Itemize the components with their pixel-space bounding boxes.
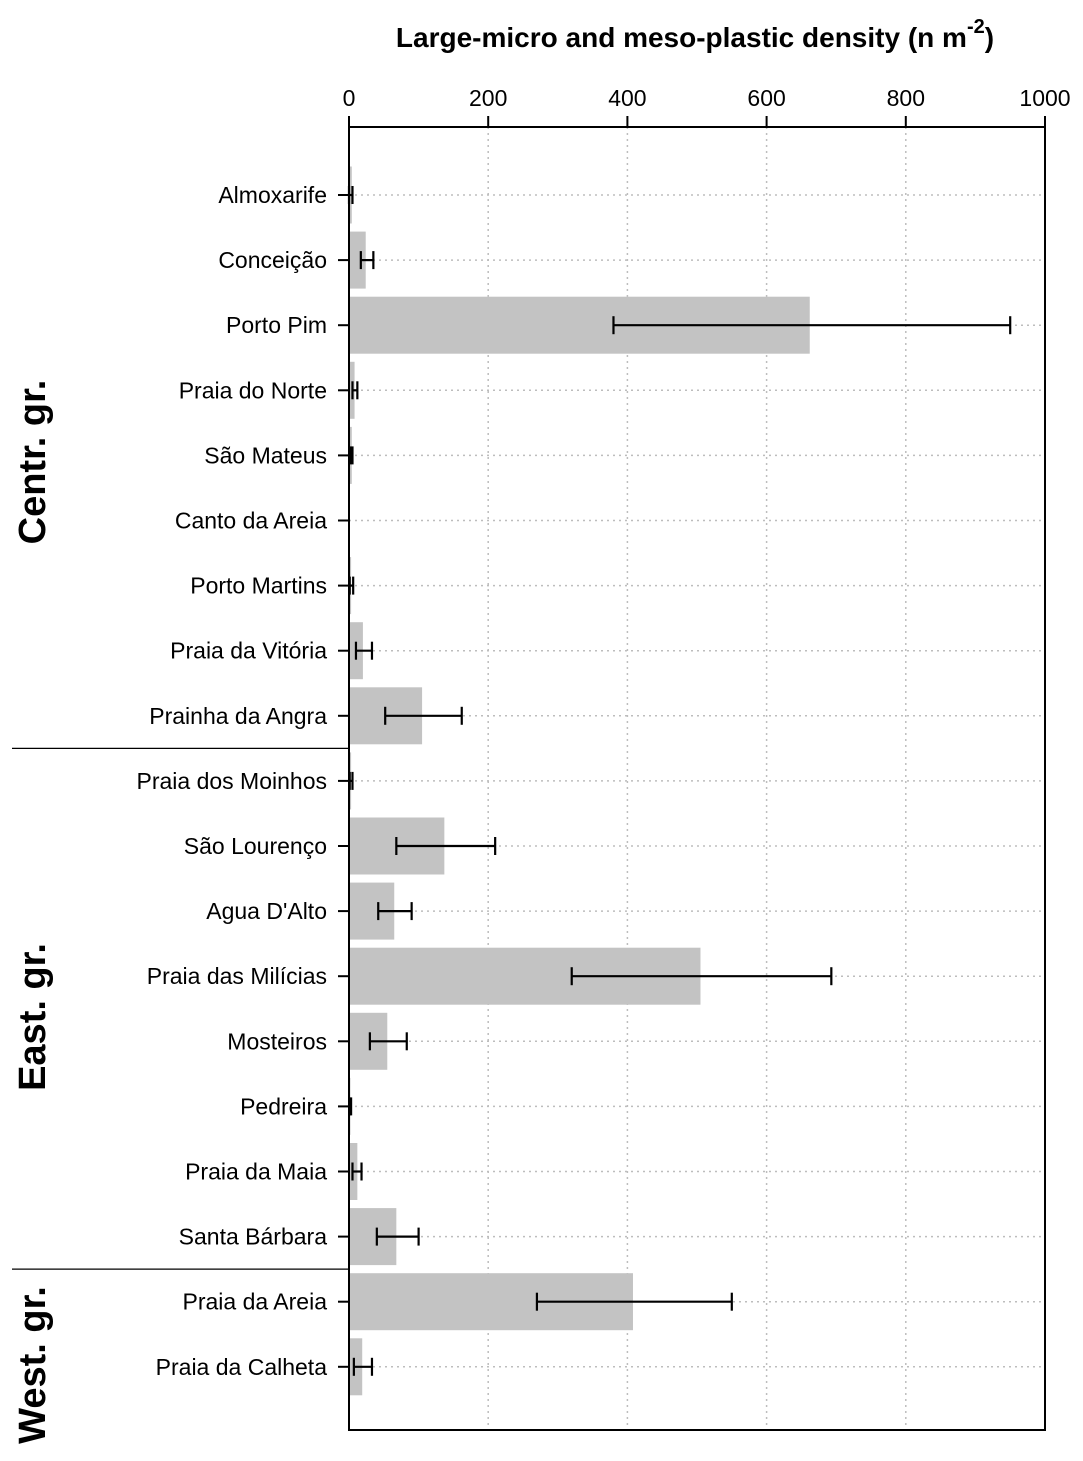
- x-tick-label: 1000: [1019, 85, 1070, 111]
- tick-layer: 0 200 400 600 800 1000: [338, 85, 1071, 1368]
- category-label: São Mateus: [204, 442, 327, 468]
- x-axis-title-suffix: ): [985, 22, 994, 53]
- error-bar: [375, 1227, 420, 1246]
- category-label: Praia da Calheta: [156, 1354, 328, 1380]
- x-axis-title: Large-micro and meso-plastic density (n …: [396, 16, 994, 53]
- error-bar: [354, 641, 374, 660]
- group-label: East. gr.: [12, 943, 54, 1091]
- category-label: Prainha da Angra: [149, 703, 327, 729]
- error-bar: [352, 1357, 374, 1376]
- category-label: Almoxarife: [218, 182, 327, 208]
- error-bar: [535, 1292, 733, 1311]
- category-label: São Lourenço: [184, 833, 327, 859]
- error-bar: [351, 381, 359, 400]
- x-tick-label: 600: [747, 85, 785, 111]
- group-label: West. gr.: [12, 1286, 54, 1444]
- category-label: Agua D'Alto: [206, 898, 327, 924]
- plot-frame: [348, 126, 1046, 1431]
- x-tick-label: 400: [608, 85, 646, 111]
- category-label-layer: Almoxarife Conceição Porto Pim Praia do Nor…: [137, 182, 328, 1380]
- bar: [349, 231, 366, 289]
- error-bar: [348, 576, 355, 595]
- category-label: Praia dos Moinhos: [137, 768, 328, 794]
- group-label: Centr. gr.: [12, 380, 54, 545]
- error-bar: [395, 837, 497, 855]
- x-tick-label: 800: [887, 85, 925, 111]
- error-bar: [384, 706, 463, 725]
- category-label: Porto Martins: [190, 573, 327, 599]
- category-label: Praia da Areia: [183, 1289, 328, 1315]
- category-label: Mosteiros: [227, 1028, 327, 1054]
- category-label: Praia da Vitória: [170, 638, 327, 664]
- error-bar: [377, 902, 413, 921]
- category-label: Conceição: [218, 247, 327, 273]
- error-bar: [368, 1032, 408, 1051]
- category-label: Praia das Milícias: [147, 963, 327, 989]
- error-bar: [351, 1162, 363, 1181]
- category-label: Praia do Norte: [179, 377, 327, 403]
- x-tick-label: 200: [469, 85, 507, 111]
- category-label: Praia da Maia: [185, 1159, 327, 1185]
- x-axis-title-superscript: -2: [967, 16, 985, 38]
- error-bar: [349, 446, 354, 465]
- group-layer: Centr. gr. East. gr. West. gr.: [12, 380, 349, 1444]
- error-bar: [612, 316, 1012, 335]
- category-label: Pedreira: [240, 1093, 327, 1119]
- category-label: Santa Bárbara: [179, 1224, 328, 1250]
- category-label: Canto da Areia: [175, 508, 327, 534]
- category-label: Porto Pim: [226, 312, 327, 338]
- x-tick-label: 0: [343, 85, 356, 111]
- error-bar: [359, 251, 375, 270]
- error-bar: [570, 967, 833, 986]
